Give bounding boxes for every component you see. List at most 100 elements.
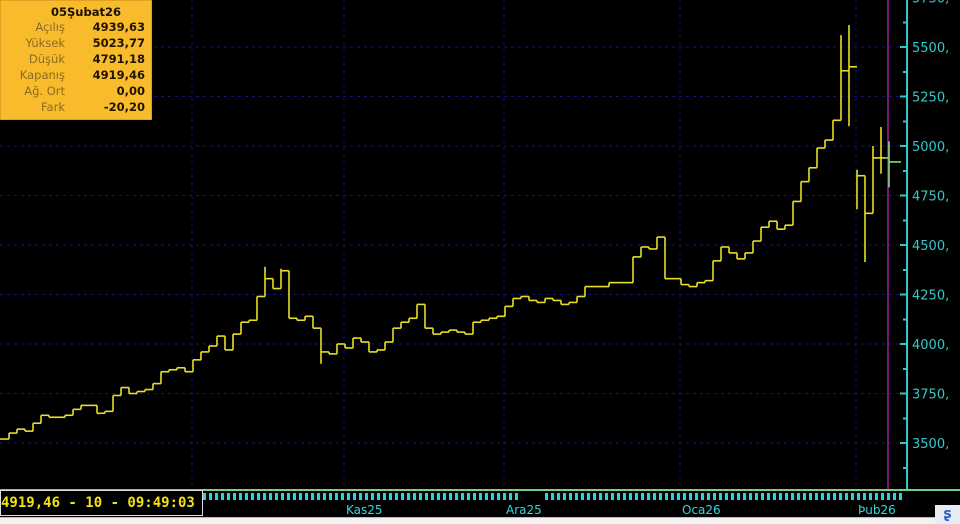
info-row: Düşük 4791,18 xyxy=(1,51,151,67)
ohlc-bar xyxy=(557,299,565,306)
time-tick xyxy=(503,493,506,500)
y-tick-label: 5000, xyxy=(912,140,949,155)
ohlc-bar xyxy=(717,246,725,262)
ohlc-bar xyxy=(645,246,653,250)
ohlc-bar xyxy=(493,315,501,320)
y-tick-label: 5750, xyxy=(912,0,949,7)
time-tick xyxy=(551,493,554,500)
ohlc-bar xyxy=(781,224,789,230)
ohlc-bar xyxy=(469,321,477,335)
time-tick xyxy=(479,493,482,500)
info-row: Yüksek 5023,77 xyxy=(1,35,151,51)
ohlc-bar xyxy=(381,341,389,351)
time-tick xyxy=(311,493,314,500)
ohlc-bar xyxy=(269,277,277,290)
ohlc-bar xyxy=(437,331,445,335)
time-tick xyxy=(845,493,848,500)
time-tick xyxy=(383,493,386,500)
ohlc-bar xyxy=(205,345,213,353)
x-month-label: Ara25 xyxy=(506,503,542,517)
time-tick xyxy=(293,493,296,500)
ohlc-bar xyxy=(125,386,133,395)
info-label: Kapanış xyxy=(19,68,65,82)
ohlc-bar xyxy=(453,329,461,333)
ohlc-bar xyxy=(749,240,757,254)
time-tick xyxy=(755,493,758,500)
time-tick xyxy=(725,493,728,500)
time-tick xyxy=(785,493,788,500)
ohlc-bar xyxy=(261,266,269,298)
time-tick xyxy=(221,493,224,500)
time-tick xyxy=(671,493,674,500)
time-tick xyxy=(797,493,800,500)
time-tick xyxy=(833,493,836,500)
time-tick xyxy=(899,493,902,500)
ohlc-bar xyxy=(533,299,541,304)
time-tick xyxy=(599,493,602,500)
ohlc-bar xyxy=(189,359,197,373)
info-value: 4791,18 xyxy=(92,52,145,66)
time-tick xyxy=(689,493,692,500)
ohlc-bar xyxy=(397,321,405,329)
time-tick xyxy=(227,493,230,500)
time-tick xyxy=(653,493,656,500)
info-label: Yüksek xyxy=(25,36,65,50)
time-tick xyxy=(809,493,812,500)
time-tick xyxy=(347,493,350,500)
info-label: Ağ. Ort xyxy=(24,84,65,98)
ohlc-bar xyxy=(341,343,349,349)
info-value: 4919,46 xyxy=(92,68,145,82)
ohlc-bar xyxy=(405,317,413,324)
ohlc-bar xyxy=(325,351,333,355)
time-tick xyxy=(281,493,284,500)
ohlc-info-box: 05Şubat26 Açılış 4939,63 Yüksek 5023,77 Düşü… xyxy=(0,0,152,120)
time-tick xyxy=(251,493,254,500)
ohlc-bar xyxy=(13,428,21,434)
info-date: 05Şubat26 xyxy=(51,5,121,19)
info-value: 0,00 xyxy=(116,84,145,98)
time-tick xyxy=(629,493,632,500)
ohlc-bar xyxy=(61,414,69,419)
ohlc-bar xyxy=(789,200,797,226)
ohlc-bar xyxy=(765,220,773,228)
time-tick xyxy=(335,493,338,500)
time-tick xyxy=(431,493,434,500)
ohlc-bar xyxy=(733,252,741,260)
ohlc-bar xyxy=(37,414,45,425)
time-tick xyxy=(455,493,458,500)
time-tick xyxy=(323,493,326,500)
horizontal-scrollbar[interactable] xyxy=(0,517,935,524)
y-tick-label: 4500, xyxy=(912,239,949,254)
ohlc-bar xyxy=(509,297,517,308)
time-tick xyxy=(203,493,206,500)
ohlc-bar xyxy=(461,331,469,335)
time-tick xyxy=(827,493,830,500)
time-tick xyxy=(359,493,362,500)
time-tick xyxy=(719,493,722,500)
time-tick xyxy=(779,493,782,500)
ohlc-bar xyxy=(517,295,525,300)
time-tick xyxy=(641,493,644,500)
time-tick xyxy=(245,493,248,500)
ohlc-bar xyxy=(701,279,709,284)
ohlc-bar xyxy=(629,256,637,284)
time-tick xyxy=(857,493,860,500)
time-tick xyxy=(713,493,716,500)
info-row: Fark -20,20 xyxy=(1,99,151,115)
time-tick xyxy=(215,493,218,500)
ohlc-bar xyxy=(837,35,845,122)
ohlc-bar xyxy=(845,25,853,127)
time-tick xyxy=(839,493,842,500)
ohlc-bar xyxy=(757,226,765,242)
y-tick-label: 4250, xyxy=(912,289,949,304)
time-tick xyxy=(449,493,452,500)
time-tick xyxy=(851,493,854,500)
ohlc-bar xyxy=(109,394,117,413)
time-tick xyxy=(509,493,512,500)
ohlc-bar xyxy=(421,303,429,329)
time-tick xyxy=(791,493,794,500)
time-tick xyxy=(803,493,806,500)
price-chart[interactable]: 3500, 3750, 4000, 4250, 4500, 4750, 5000, 5250,… xyxy=(0,0,960,490)
ohlc-bar xyxy=(101,410,109,415)
time-tick xyxy=(707,493,710,500)
